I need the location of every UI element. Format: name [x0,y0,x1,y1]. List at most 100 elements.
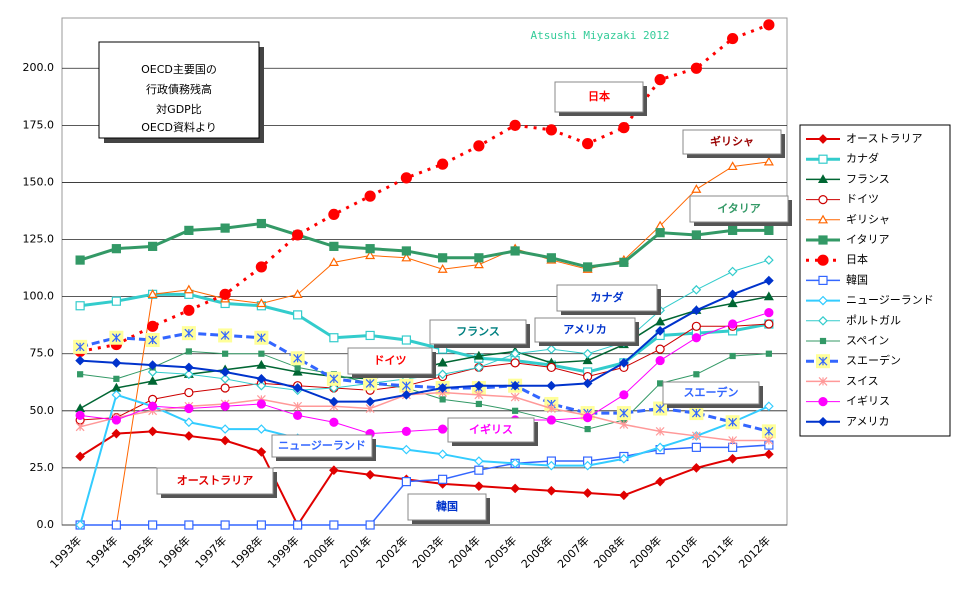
marker [474,481,484,492]
marker [764,275,774,286]
marker [401,381,411,391]
marker [582,355,593,365]
marker [619,420,629,429]
marker [691,321,701,331]
marker [510,380,520,391]
title-line: OECD主要国の [141,63,217,76]
marker [184,520,194,530]
marker [220,401,230,411]
annotation-box [407,493,487,521]
title-line: 行政債務残高 [146,82,212,96]
marker [365,469,375,480]
marker [438,253,448,263]
marker [113,375,120,382]
marker [546,460,557,471]
series-line [79,292,770,374]
marker [619,408,629,418]
marker [75,342,85,352]
marker [545,124,557,136]
annotation: ドイツ [374,354,407,367]
marker [818,134,828,144]
marker [655,228,665,238]
marker [546,415,556,425]
marker [510,358,520,368]
marker [546,485,557,496]
legend-label: オーストラリア [846,132,922,145]
marker [439,396,446,403]
marker [75,355,85,366]
marker [817,214,829,224]
marker [220,373,230,384]
marker [111,296,121,306]
series-line [80,312,770,435]
legend-marker [818,315,828,326]
marker [764,255,774,265]
marker [184,225,194,235]
marker [75,520,85,530]
marker [401,389,412,400]
marker [401,335,411,345]
marker [818,397,828,407]
marker [329,465,339,476]
marker [437,357,448,367]
legend-marker [817,174,829,183]
marker [329,520,339,530]
marker [818,315,828,326]
marker [222,350,229,357]
legend-marker [818,154,828,164]
marker [512,407,519,414]
marker [293,310,303,320]
marker [75,301,85,311]
series [75,308,774,439]
series-line [152,259,770,391]
marker [765,350,772,357]
marker [258,350,265,357]
marker [728,436,738,445]
marker [657,380,664,387]
annotation-box [682,129,782,155]
marker [147,360,158,370]
marker [691,442,701,452]
marker [473,259,484,269]
title-line: 対GDP比 [156,102,202,116]
marker [75,451,85,462]
marker [400,172,412,184]
marker [147,375,158,385]
legend-label: スエーデン [846,353,901,367]
marker [256,373,267,384]
legend-marker [817,254,829,266]
legend-marker [818,195,828,205]
series [75,275,774,407]
annotation: スエーデン [684,385,739,399]
annotation-box [271,434,373,458]
marker [764,225,774,235]
marker [818,235,828,245]
legend-marker [818,376,828,386]
marker [582,348,593,359]
marker [764,308,774,318]
marker [401,426,411,436]
annotation: イギリス [469,422,513,436]
y-tick-label: 50.0 [30,404,55,417]
marker [148,401,158,411]
marker [691,184,702,193]
marker [220,435,230,446]
marker [328,257,339,266]
series-line [79,391,769,442]
marker [401,252,412,262]
marker [691,463,702,473]
credit: Atsushi Miyazaki 2012 [530,29,669,42]
marker [727,161,738,171]
marker [148,335,158,345]
marker [256,520,266,530]
marker [256,298,267,308]
annotation: オーストラリア [177,474,253,487]
marker [510,458,520,469]
legend-label: 日本 [846,252,868,266]
series [75,218,774,272]
annotation-box [554,81,644,113]
marker [75,410,85,420]
series-line [80,444,769,526]
annotation: 韓国 [436,499,458,513]
marker [474,362,484,373]
